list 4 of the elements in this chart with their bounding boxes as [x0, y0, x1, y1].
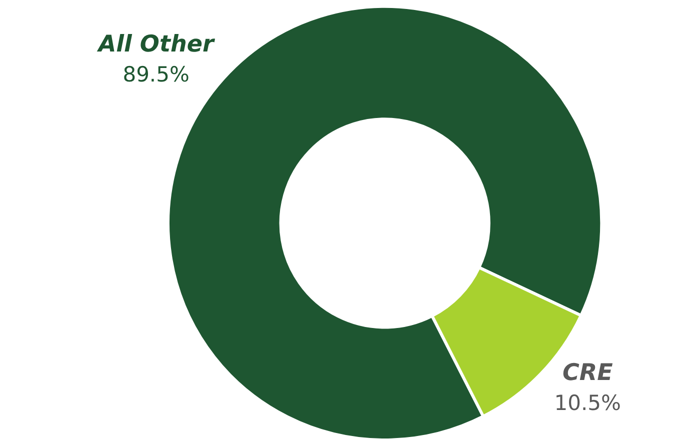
data-label: 89.5% — [122, 62, 190, 86]
slice-label: All Other — [96, 32, 216, 58]
data-label: 10.5% — [554, 390, 621, 415]
slice-label: CRE — [562, 360, 614, 386]
